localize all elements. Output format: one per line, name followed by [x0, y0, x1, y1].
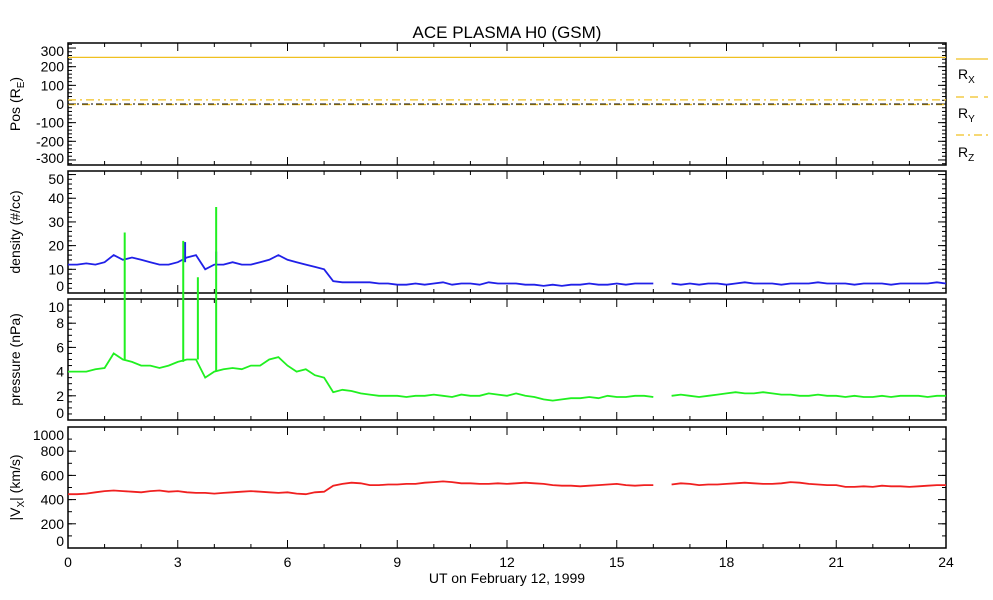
legend-label-main: R [958, 105, 968, 121]
y-tick-label: 600 [41, 467, 65, 483]
panel-density: 010 20 30 40 50 density (#/cc) [7, 170, 947, 294]
y-axis-label: density (#/cc) [7, 190, 23, 273]
y-tick-label: 200 [41, 516, 65, 532]
y-tick-label: 800 [41, 443, 65, 459]
y-label-sub: X [16, 501, 27, 508]
y-tick-label: 300 [41, 43, 65, 59]
x-axis-label: UT on February 12, 1999 [429, 570, 585, 586]
series-|Vx|-line [68, 480, 946, 496]
y-tick-label: 20 [48, 238, 64, 254]
y-tick-label: -300 [36, 150, 64, 166]
series-pressure-line [68, 352, 946, 402]
y-label-main: density (#/cc) [7, 190, 23, 273]
x-tick-label: 12 [499, 554, 515, 570]
legend-label-RX: RX [958, 66, 975, 86]
y-label-end: | (km/s) [7, 454, 23, 500]
y-label-end: ) [7, 77, 23, 82]
y-tick-label: 1000 [33, 427, 64, 443]
legend-label-RZ: RZ [958, 144, 974, 164]
y-tick-label: 4 [56, 364, 64, 380]
legend-label-sub: Y [968, 114, 975, 125]
y-tick-label: 40 [48, 190, 64, 206]
y-axis-label: pressure (nPa) [7, 313, 23, 406]
y-tick-label: 0 [56, 533, 64, 549]
series-density-line [68, 254, 947, 287]
y-label-main: Pos (R [7, 88, 23, 131]
y-tick-label: 200 [41, 59, 65, 75]
y-label-main: |V [7, 507, 23, 521]
x-tick-label: 0 [64, 554, 72, 570]
y-tick-label: 100 [41, 77, 65, 93]
x-tick-label: 21 [828, 554, 844, 570]
legend-label-main: R [958, 66, 968, 82]
panel-frame [67, 426, 947, 549]
legend-label-sub: X [968, 75, 975, 86]
y-tick-label: 2 [56, 388, 64, 404]
y-tick-label: 6 [56, 339, 64, 355]
y-tick-label: 0 [56, 96, 64, 112]
y-tick-label: 30 [48, 214, 64, 230]
x-tick-label: 3 [174, 554, 182, 570]
y-tick-label: 0 [56, 278, 64, 294]
y-tick-label: 400 [41, 492, 65, 508]
x-tick-label: 9 [393, 554, 401, 570]
y-axis-label: Pos (RE) [7, 77, 27, 131]
y-tick-label: -100 [36, 115, 64, 131]
panel-frame [67, 170, 947, 294]
y-tick-label: 10 [48, 261, 64, 277]
x-tick-label: 15 [609, 554, 625, 570]
y-label-sub: E [16, 81, 27, 88]
y-axis-label: |VX| (km/s) [7, 454, 27, 520]
y-tick-label: -200 [36, 133, 64, 149]
panel-frame [67, 298, 947, 421]
legend-label-main: R [958, 144, 968, 160]
y-tick-label: 50 [48, 171, 64, 187]
y-tick-label: 0 [56, 405, 64, 421]
x-tick-label: 18 [719, 554, 735, 570]
y-tick-label: 10 [48, 299, 64, 315]
legend-label-RY: RY [958, 105, 975, 125]
y-tick-label: 8 [56, 315, 64, 331]
legend-label-sub: Z [968, 153, 974, 164]
x-tick-label: 6 [284, 554, 292, 570]
y-label-main: pressure (nPa) [7, 313, 23, 406]
chart-title: ACE PLASMA H0 (GSM) [413, 23, 602, 42]
x-tick-label: 24 [938, 554, 954, 570]
